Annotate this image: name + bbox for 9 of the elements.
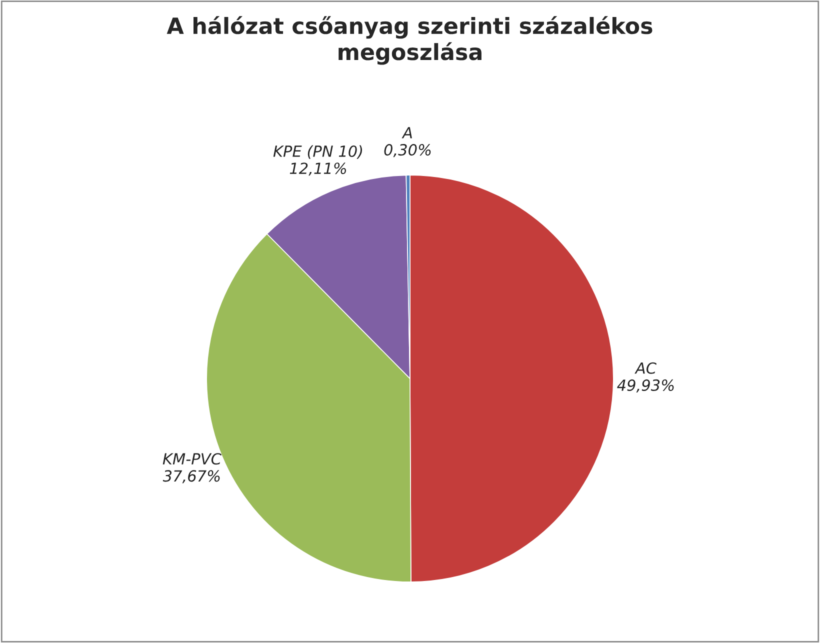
chart-title: A hálózat csőanyag szerinti százalékos megoszlása [166,16,652,65]
slice-label: KM-PVC [162,453,222,465]
data-label: 0,30% [384,144,431,158]
data-label: 37,67% [162,470,220,484]
slice-label: AC [634,362,656,374]
slice-label: KPE (PN 10) [273,145,362,159]
data-label: 49,93% [617,379,674,393]
slice-label: A [402,127,412,138]
data-label: 12,11% [290,162,346,176]
